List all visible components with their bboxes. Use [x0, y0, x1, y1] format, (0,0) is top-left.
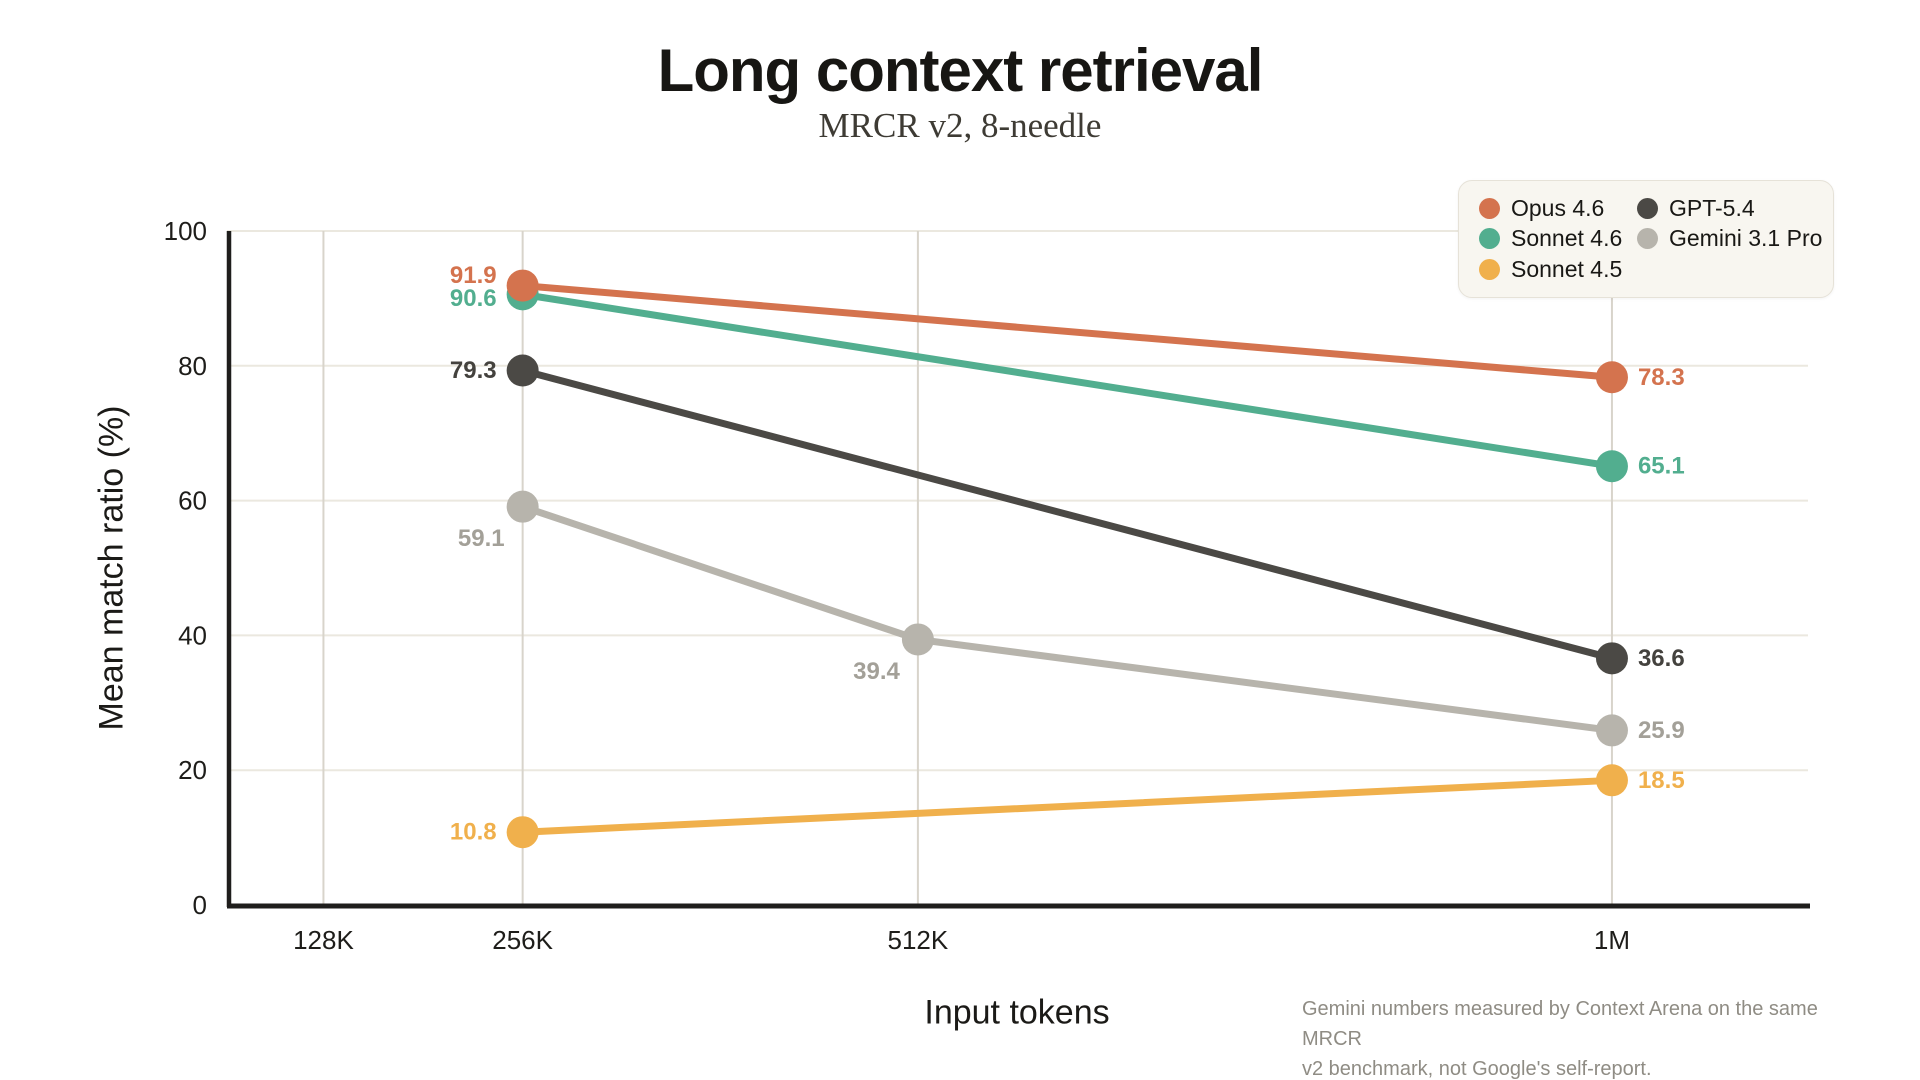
- sonnet-4-6-value-label-256k: 90.6: [450, 285, 497, 312]
- gpt-5-4-value-label-256k: 79.3: [450, 357, 497, 384]
- footnote-line-1: Gemini numbers measured by Context Arena…: [1302, 998, 1818, 1050]
- page-title: Long context retrieval: [657, 37, 1264, 104]
- chart-legend: Opus 4.6 Sonnet 4.6 Sonnet 4.5 GPT-5.4 Gemin…: [1458, 180, 1834, 298]
- legend-item-gemini-3-1-pro: Gemini 3.1 Pro: [1637, 224, 1823, 255]
- legend-item-sonnet-4-6: Sonnet 4.6: [1479, 224, 1637, 255]
- legend-item-opus-4-6: Opus 4.6: [1479, 193, 1637, 224]
- y-axis-title: Mean match ratio (%): [92, 405, 131, 731]
- legend-dot-gpt-5-4: [1637, 197, 1658, 219]
- x-tick-label-128k: 128K: [293, 925, 354, 955]
- y-tick-label-80: 80: [178, 351, 207, 381]
- gemini-3-1-pro-point-512k: [901, 623, 934, 656]
- opus-4-6-line: [519, 282, 1616, 381]
- opus-4-6-value-label-1m: 78.3: [1638, 364, 1685, 391]
- page-subtitle: MRCR v2, 8-needle: [818, 106, 1102, 145]
- gpt-5-4-point-1m: [1595, 642, 1628, 675]
- gemini-3-1-pro-point-256k: [506, 490, 539, 523]
- gpt-5-4-point-256k: [506, 354, 539, 387]
- sonnet-4-5-value-label-256k: 10.8: [450, 819, 497, 846]
- sonnet-4-6-line: [519, 290, 1616, 470]
- legend-dot-opus-4-6: [1479, 197, 1500, 219]
- sonnet-4-5-line: [519, 776, 1616, 836]
- legend-item-sonnet-4-5: Sonnet 4.5: [1479, 254, 1637, 285]
- gemini-3-1-pro-value-label-256k: 59.1: [458, 525, 505, 552]
- x-tick-label-512k: 512K: [888, 925, 949, 955]
- gpt-5-4-value-label-1m: 36.6: [1638, 645, 1685, 672]
- opus-4-6-value-label-256k: 91.9: [450, 262, 497, 289]
- footnote-line-2: v2 benchmark, not Google's self-report.: [1302, 1058, 1652, 1080]
- x-axis-title: Input tokens: [924, 993, 1110, 1032]
- legend-dot-gemini-3-1-pro: [1637, 228, 1658, 250]
- x-tick-label-1m: 1M: [1594, 925, 1630, 955]
- sonnet-4-5-point-256k: [506, 816, 539, 849]
- x-tick-label-256k: 256K: [492, 925, 553, 955]
- legend-label-sonnet-4-6: Sonnet 4.6: [1511, 225, 1623, 252]
- legend-label-opus-4-6: Opus 4.6: [1511, 194, 1605, 221]
- gemini-3-1-pro-value-label-512k: 39.4: [853, 658, 900, 685]
- legend-item-gpt-5-4: GPT-5.4: [1637, 193, 1823, 224]
- y-tick-label-20: 20: [178, 755, 207, 785]
- sonnet-4-6-point-1m: [1595, 450, 1628, 483]
- opus-4-6-point-256k: [506, 269, 539, 302]
- legend-label-gemini-3-1-pro: Gemini 3.1 Pro: [1669, 225, 1823, 252]
- sonnet-4-5-point-1m: [1595, 764, 1628, 797]
- legend-label-sonnet-4-5: Sonnet 4.5: [1511, 256, 1623, 283]
- sonnet-4-5-value-label-1m: 18.5: [1638, 767, 1685, 794]
- legend-dot-sonnet-4-5: [1479, 259, 1500, 281]
- y-tick-label-100: 100: [164, 216, 207, 246]
- gemini-3-1-pro-point-1m: [1595, 714, 1628, 747]
- legend-label-gpt-5-4: GPT-5.4: [1669, 194, 1755, 221]
- gemini-3-1-pro-value-label-1m: 25.9: [1638, 717, 1685, 744]
- sonnet-4-6-value-label-1m: 65.1: [1638, 453, 1685, 480]
- gpt-5-4-line: [519, 367, 1616, 662]
- footnote: Gemini numbers measured by Context Arena…: [1302, 994, 1842, 1080]
- y-tick-label-40: 40: [178, 620, 207, 650]
- y-tick-label-60: 60: [178, 486, 207, 516]
- opus-4-6-point-1m: [1595, 361, 1628, 394]
- legend-dot-sonnet-4-6: [1479, 228, 1500, 250]
- y-tick-label-0: 0: [193, 890, 207, 920]
